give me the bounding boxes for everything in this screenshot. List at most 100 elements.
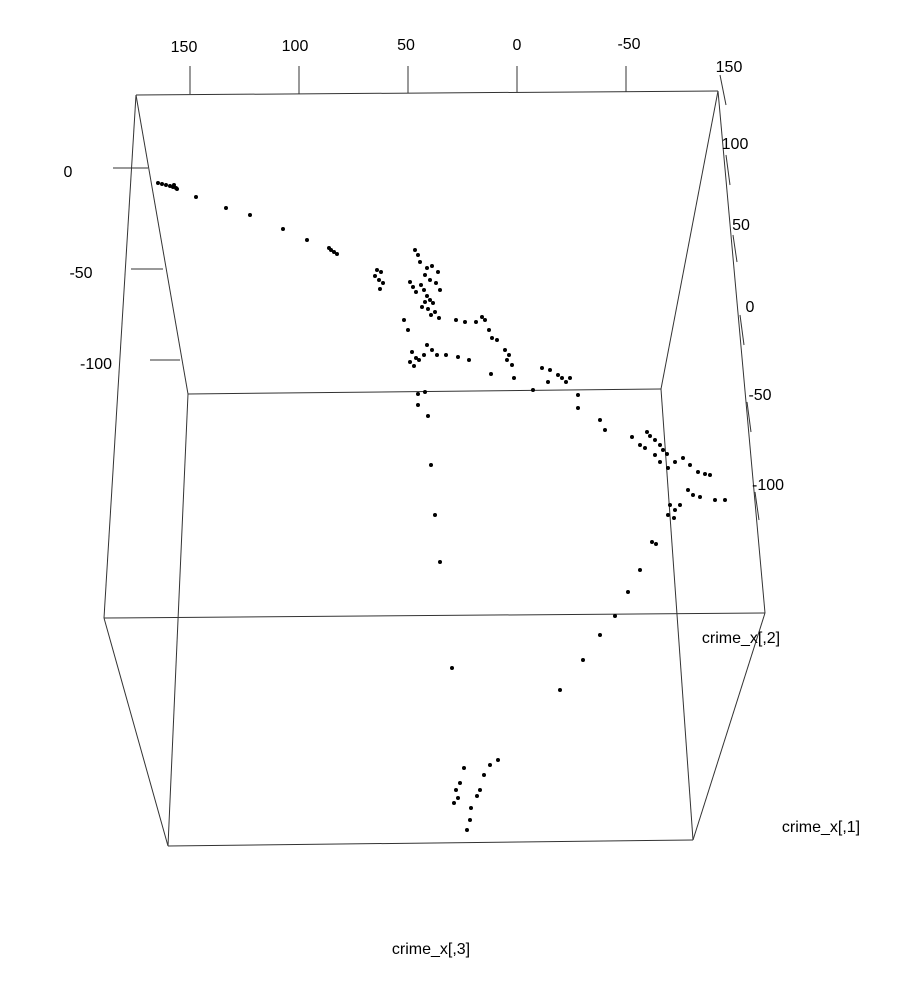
box-edge-back-left xyxy=(135,94,189,395)
data-point xyxy=(480,315,484,319)
data-point xyxy=(378,287,382,291)
data-point xyxy=(450,666,454,670)
data-point xyxy=(474,320,478,324)
data-point xyxy=(568,376,572,380)
data-point xyxy=(428,298,432,302)
data-point xyxy=(458,781,462,785)
data-point xyxy=(416,253,420,257)
box-edge-top-right xyxy=(717,90,766,614)
data-point xyxy=(576,393,580,397)
data-point xyxy=(723,498,727,502)
data-point xyxy=(172,183,176,187)
data-point xyxy=(248,213,252,217)
box-edge-back-right xyxy=(660,90,719,390)
left-axis-tick-label: -100 xyxy=(80,356,112,373)
data-point xyxy=(658,443,662,447)
data-point xyxy=(654,542,658,546)
top-axis xyxy=(189,66,627,94)
data-point xyxy=(423,300,427,304)
right-axis-tick xyxy=(746,401,752,433)
data-point xyxy=(638,443,642,447)
top-axis-tick-label: 150 xyxy=(171,39,198,56)
data-point xyxy=(429,463,433,467)
data-point xyxy=(416,403,420,407)
data-point xyxy=(433,513,437,517)
right-axis-tick-label: 0 xyxy=(746,299,755,316)
data-point xyxy=(696,470,700,474)
box-edge-front-bottom xyxy=(167,839,694,847)
data-point xyxy=(630,435,634,439)
left-axis xyxy=(113,167,180,361)
data-point xyxy=(426,307,430,311)
data-point xyxy=(505,358,509,362)
left-axis-tick-label: 0 xyxy=(64,164,73,181)
data-point xyxy=(408,280,412,284)
data-point xyxy=(475,794,479,798)
data-point xyxy=(503,348,507,352)
data-point xyxy=(452,801,456,805)
right-axis-tick-label: -100 xyxy=(752,477,784,494)
data-point xyxy=(377,278,381,282)
data-point xyxy=(468,818,472,822)
data-point xyxy=(482,773,486,777)
data-point xyxy=(224,206,228,210)
data-point xyxy=(435,353,439,357)
right-axis-tick xyxy=(725,154,731,186)
right-axis-tick xyxy=(739,314,745,346)
data-point xyxy=(335,252,339,256)
data-point xyxy=(490,336,494,340)
data-point xyxy=(678,503,682,507)
data-point xyxy=(495,338,499,342)
points-layer xyxy=(156,181,727,832)
data-point xyxy=(688,463,692,467)
data-point xyxy=(332,250,336,254)
data-point xyxy=(546,380,550,384)
data-point xyxy=(666,513,670,517)
data-point xyxy=(708,473,712,477)
data-point xyxy=(510,363,514,367)
data-point xyxy=(434,281,438,285)
data-point xyxy=(598,633,602,637)
data-point xyxy=(194,195,198,199)
data-point xyxy=(423,273,427,277)
data-point xyxy=(438,288,442,292)
box-edge-front-top xyxy=(103,612,766,619)
data-point xyxy=(160,182,164,186)
data-point xyxy=(425,266,429,270)
data-point xyxy=(175,187,179,191)
right-axis-tick-label: -50 xyxy=(748,387,771,404)
data-point xyxy=(379,270,383,274)
data-point xyxy=(425,294,429,298)
right-axis-tick xyxy=(732,234,738,263)
data-point xyxy=(422,353,426,357)
top-axis-tick-label: -50 xyxy=(617,36,640,53)
data-point xyxy=(373,274,377,278)
data-point xyxy=(463,320,467,324)
data-point xyxy=(488,763,492,767)
data-point xyxy=(164,183,168,187)
data-point xyxy=(412,364,416,368)
data-point xyxy=(426,414,430,418)
data-point xyxy=(438,560,442,564)
right-axis-tick-label: 150 xyxy=(716,59,743,76)
top-axis-labels: 150 100 50 0 -50 xyxy=(171,36,641,56)
right-axis-tick-label: 100 xyxy=(722,136,749,153)
right-axis-labels: 150 100 50 0 -50 -100 xyxy=(716,59,784,494)
data-point xyxy=(281,227,285,231)
data-point xyxy=(686,488,690,492)
data-point xyxy=(411,285,415,289)
data-point xyxy=(558,688,562,692)
data-point xyxy=(456,796,460,800)
data-point xyxy=(381,281,385,285)
data-point xyxy=(429,313,433,317)
data-point xyxy=(462,766,466,770)
data-point xyxy=(406,328,410,332)
data-point xyxy=(650,540,654,544)
data-point xyxy=(454,788,458,792)
data-point xyxy=(645,430,649,434)
data-point xyxy=(672,516,676,520)
data-point xyxy=(661,448,665,452)
data-point xyxy=(648,434,652,438)
data-point xyxy=(402,318,406,322)
